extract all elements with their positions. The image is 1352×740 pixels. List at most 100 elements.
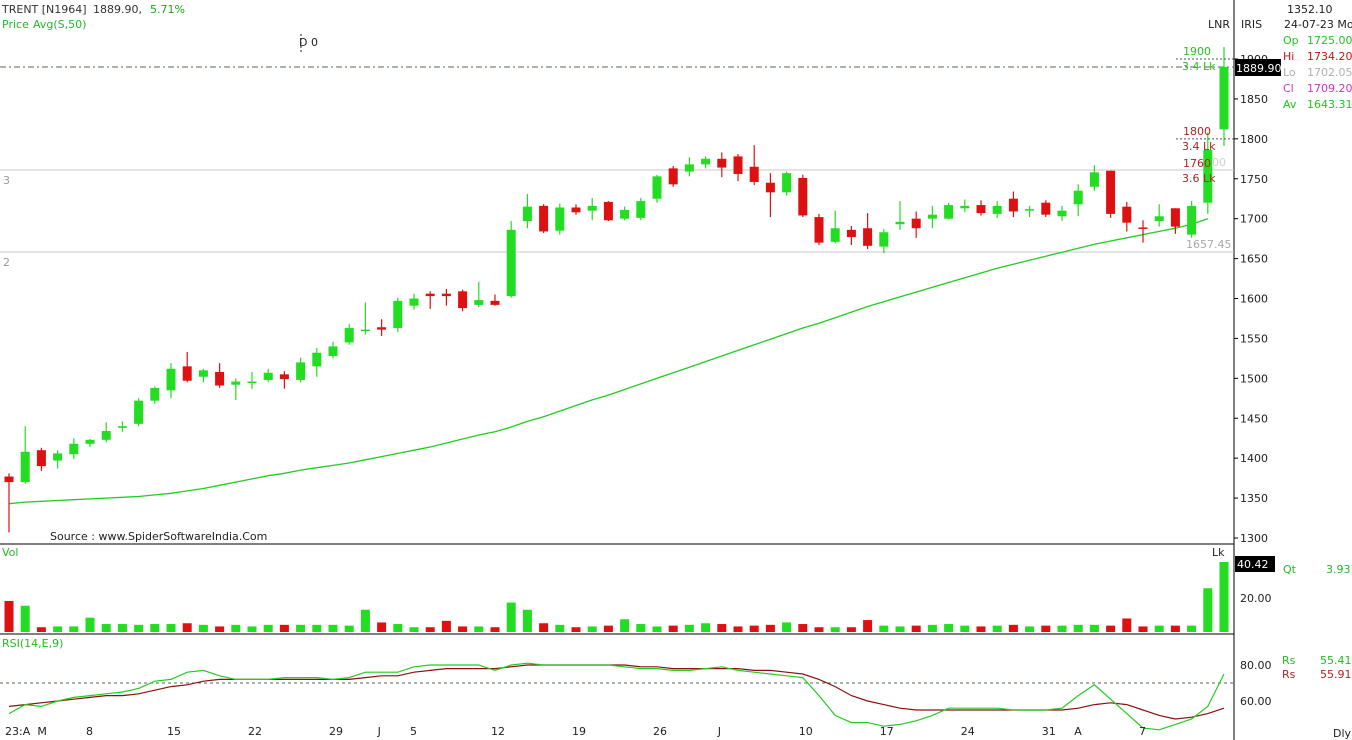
candle-body [198,370,208,377]
candle-body [166,368,176,391]
candle-body [992,205,1002,214]
rsi-tick-60: 60.00 [1240,695,1272,708]
volume-bar [312,624,322,632]
candle-body [506,229,516,297]
qt-label: Qt [1283,563,1297,576]
x-axis-label: 7 [1139,725,1146,738]
y-tick-label: 1300 [1240,532,1268,545]
volume-bar [814,627,824,632]
volume-bar [263,624,273,632]
rsi-line [8,662,1225,731]
candle-body [555,207,565,231]
candle-body [782,173,792,193]
volume-label: Vol [2,546,18,559]
candle-body [652,176,662,199]
x-axis-label: 8 [86,725,93,738]
volume-bar [360,609,370,632]
volume-bar [425,627,435,632]
volume-bar [571,627,581,632]
volume-bar [976,626,986,632]
candle-body [1138,227,1148,229]
candle-body [571,207,581,213]
volume-bar [231,624,241,632]
candle-body [215,371,225,386]
source-credit: Source : www.SpiderSoftwareIndia.Com [50,530,267,543]
volume-bar [1219,562,1229,632]
volume-bar [1154,625,1164,632]
volume-bar [1008,624,1018,632]
y-tick-label: 1400 [1240,452,1268,465]
volume-bar [441,620,451,632]
candle-body [1057,210,1067,217]
volume-badge-bg [1235,556,1275,572]
x-axis-label: 19 [572,725,586,738]
volume-bar [150,624,160,632]
volume-bar [895,626,905,632]
volume-bar [1073,624,1083,632]
volume-bar [684,624,694,632]
volume-bar [960,625,970,632]
candle-body [1219,66,1229,130]
candle-body [182,366,192,381]
rsi-signal-readout-value: 55.91 [1320,668,1352,681]
qt-value: 3.93 [1326,563,1351,576]
info-row-key: Av [1283,98,1297,111]
symbol-title: TRENT [N1964] [1,3,87,16]
candle-body [231,381,241,385]
info-row-key: Hi [1283,50,1294,63]
candle-body [927,214,937,219]
candle-body [846,229,856,238]
faint-level-text: 00 [1212,156,1226,169]
candle-body [1154,216,1164,222]
candle-body [279,374,289,380]
candle-body [1170,208,1180,227]
x-axis-label: 5 [410,725,417,738]
info-row-value: 1709.20 [1307,82,1352,95]
info-row-value: 1643.31 [1307,98,1352,111]
volume-bar [1057,625,1067,632]
y-tick-label: 1650 [1240,253,1268,266]
volume-bar [1041,625,1051,632]
scale-mode-iris[interactable]: IRIS [1241,18,1262,31]
rsi-readout-key: Rs [1282,654,1296,667]
y-tick-label: 1500 [1240,372,1268,385]
candle-body [441,293,451,297]
candle-body [1187,205,1197,235]
candle-body [603,201,613,221]
volume-bar [587,626,597,632]
draw-label: D 0 [299,36,318,49]
candle-body [490,300,500,305]
volume-bar [134,624,144,632]
candle-body [53,453,63,461]
candle-body [409,298,419,306]
x-axis-label: 23:A [5,725,31,738]
y-tick-label: 1850 [1240,93,1268,106]
x-axis-label: 31 [1042,725,1056,738]
volume-unit: Lk [1212,546,1225,559]
candle-body [798,177,808,216]
candle-body [263,372,273,380]
volume-bar [506,602,516,632]
info-row-key: Lo [1283,66,1296,79]
volume-bar [36,627,46,632]
volume-bar [733,626,743,632]
volume-bar [328,624,338,632]
info-row-value: 1725.00 [1307,34,1352,47]
info-row-value: 1734.20 [1307,50,1352,63]
volume-bar [1187,625,1197,632]
y-tick-label: 1600 [1240,293,1268,306]
candle-body [895,221,905,225]
volume-bar [20,605,30,632]
candle-body [247,381,257,384]
candle-body [1073,190,1083,205]
volume-bar [1203,588,1213,632]
candle-body [944,205,954,219]
scale-mode-lnr[interactable]: LNR [1208,18,1230,31]
info-panel: 1352.10 24-07-23 Mo Op 1725.00 Hi 1734.20 Lo… [1283,3,1352,111]
level-price-label: 1760 [1183,157,1211,170]
volume-bar [652,626,662,632]
volume-bar [522,609,532,632]
x-axis-label: 24 [961,725,975,738]
candle-body [69,443,79,455]
